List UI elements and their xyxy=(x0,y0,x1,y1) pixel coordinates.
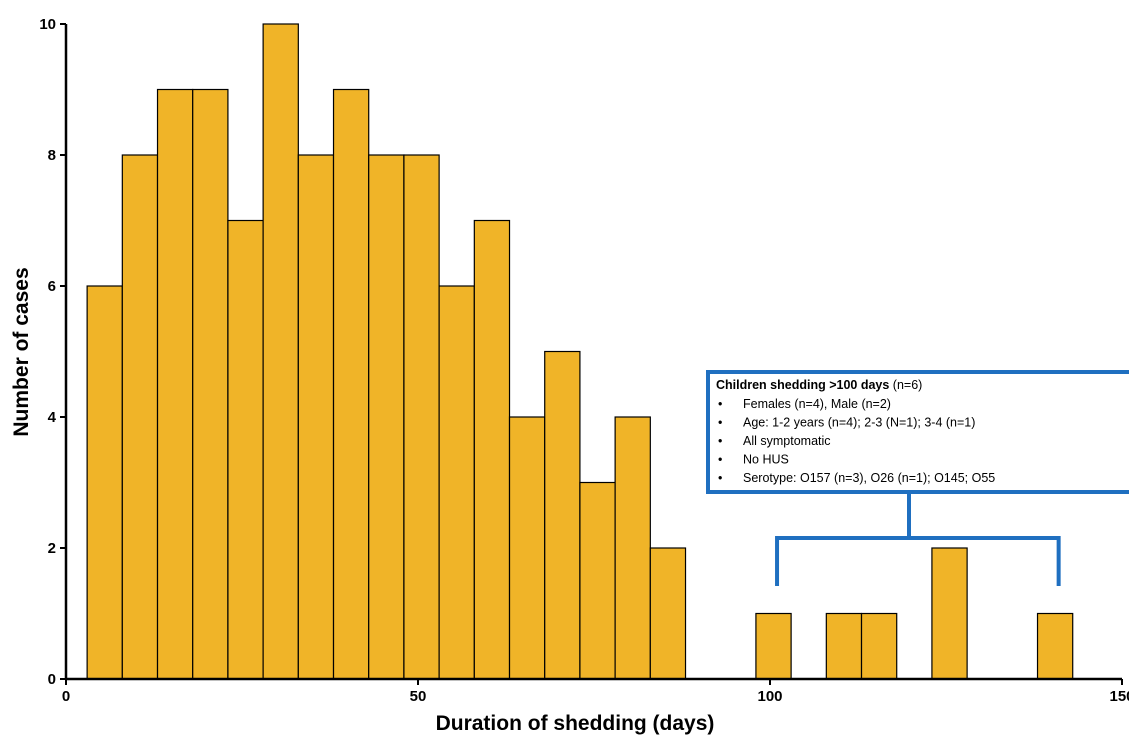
bar-18 xyxy=(825,612,863,680)
bars-group xyxy=(86,23,1074,680)
y-axis-title: Number of cases xyxy=(10,267,33,436)
bar-4 xyxy=(227,219,264,680)
x-axis-title: Duration of shedding (days) xyxy=(436,712,715,735)
bullet-text-1: Age: 1-2 years (n=4); 2-3 (N=1); 3-4 (n=… xyxy=(743,416,975,430)
y-tick-label-10: 10 xyxy=(39,16,56,33)
bullet-dot-1: • xyxy=(718,416,722,430)
annotation-bullets: • Females (n=4), Male (n=2) • Age: 1-2 year… xyxy=(718,397,995,485)
bar-14 xyxy=(579,481,616,680)
annotation-title-rest: (n=6) xyxy=(889,378,922,392)
bullet-dot-4: • xyxy=(718,471,722,485)
bar-6 xyxy=(297,154,335,680)
y-tick-label-6: 6 xyxy=(48,278,56,295)
bar-21 xyxy=(1036,612,1074,680)
bullet-dot-3: • xyxy=(718,453,722,467)
ticks-group: 0 50 100 150 0 2 4 6 8 10 xyxy=(39,16,1129,705)
bullet-text-3: No HUS xyxy=(743,453,789,467)
bar-5 xyxy=(262,23,299,680)
bar-10 xyxy=(438,285,475,680)
bar-3 xyxy=(192,88,229,680)
bar-17 xyxy=(755,612,792,680)
x-tick-label-0: 0 xyxy=(62,688,70,705)
annotation-box xyxy=(706,370,1129,494)
x-tick-label-50: 50 xyxy=(410,688,427,705)
bar-9 xyxy=(403,154,440,680)
bar-0 xyxy=(86,285,123,680)
bar-8 xyxy=(368,154,405,680)
y-tick-label-2: 2 xyxy=(48,540,56,557)
annotation-bracket xyxy=(775,492,1061,586)
x-tick-label-100: 100 xyxy=(757,688,782,705)
axes-group xyxy=(64,24,1122,681)
bullet-text-2: All symptomatic xyxy=(743,434,831,448)
bullet-text-0: Females (n=4), Male (n=2) xyxy=(743,397,891,411)
bar-15 xyxy=(614,416,651,680)
bullet-dot-2: • xyxy=(718,434,722,448)
bar-7 xyxy=(332,88,370,680)
y-tick-label-4: 4 xyxy=(48,409,57,426)
y-tick-label-0: 0 xyxy=(48,671,56,688)
annotation-callout: Children shedding >100 days (n=6) • Femal… xyxy=(706,370,1129,586)
bar-13 xyxy=(544,350,581,680)
bar-16 xyxy=(649,547,687,680)
bullet-text-4: Serotype: O157 (n=3), O26 (n=1); O145; O… xyxy=(743,471,995,485)
y-tick-label-8: 8 xyxy=(48,147,56,164)
x-tick-label-150: 150 xyxy=(1109,688,1129,705)
bar-19 xyxy=(860,612,898,680)
bar-2 xyxy=(156,88,194,680)
bracket-line xyxy=(775,536,1061,586)
bar-20 xyxy=(931,547,968,680)
bar-11 xyxy=(473,219,511,680)
bar-12 xyxy=(508,416,546,680)
annotation-title: Children shedding >100 days (n=6) xyxy=(716,378,922,392)
bar-1 xyxy=(121,154,159,680)
bullet-dot-0: • xyxy=(718,397,722,411)
annotation-title-bold: Children shedding >100 days xyxy=(716,378,889,392)
